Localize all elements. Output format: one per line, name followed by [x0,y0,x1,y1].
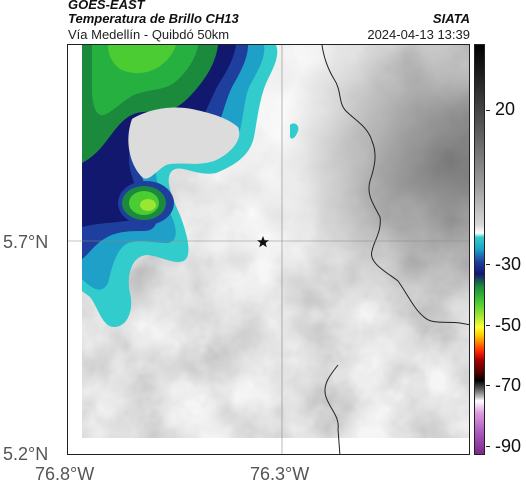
map-canvas [68,45,469,454]
datetime-label: 2024-04-13 13:39 [367,27,470,42]
colorbar [474,44,485,455]
product-title: Temperatura de Brillo CH13 [68,11,239,26]
colorbar-tick [486,446,490,447]
route-subtitle: Vía Medellín - Quibdó 50km [68,27,230,42]
star-icon [257,236,269,248]
boundary-line [321,45,469,326]
lat-label-5.2: 5.2°N [3,444,49,464]
colorbar-label--50: -50 [495,315,522,335]
satellite-map[interactable] [67,44,470,455]
agency-label: SIATA [432,11,470,26]
colorbar-tick [486,325,490,326]
lon-label-76.3: 76.3°W [250,464,310,484]
nodata-bottom [68,438,469,454]
colorbar-tick [486,264,490,265]
nodata-left [68,45,82,454]
lat-label-5.7: 5.7°N [3,232,49,252]
colorbar-label--70: -70 [495,375,522,395]
lon-label-76.8: 76.8°W [35,464,95,484]
colorbar-tick [486,385,490,386]
satellite-title: GOES-EAST [68,0,145,12]
colorbar-label-20: 20 [495,99,516,119]
convective-cluster [82,45,299,327]
colorbar-tick [486,110,490,111]
colorbar-label--90: -90 [495,436,522,456]
colorbar-label--30: -30 [495,254,522,274]
coastline [324,364,341,454]
